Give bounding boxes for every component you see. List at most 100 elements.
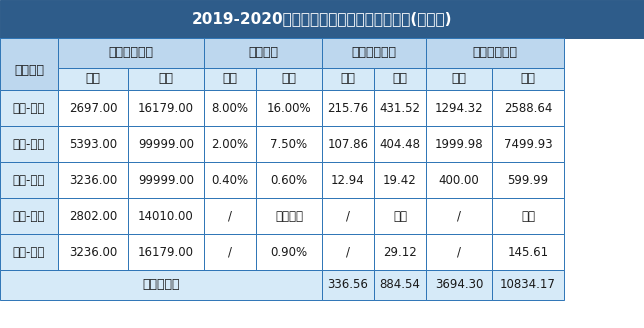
Text: 599.99: 599.99 (507, 174, 549, 187)
Text: 最低缴费金额: 最低缴费金额 (352, 47, 397, 59)
Text: /: / (346, 245, 350, 258)
Bar (322, 162, 374, 198)
Bar (322, 198, 374, 234)
Bar (426, 162, 492, 198)
Bar (322, 90, 374, 126)
Bar (204, 234, 256, 270)
Bar (426, 38, 564, 68)
Bar (128, 126, 204, 162)
Bar (128, 162, 204, 198)
Text: 2697.00: 2697.00 (69, 101, 117, 114)
Text: /: / (457, 245, 461, 258)
Bar (204, 162, 256, 198)
Text: 最高缴费金额: 最高缴费金额 (473, 47, 518, 59)
Text: 99999.00: 99999.00 (138, 174, 194, 187)
Bar (0, 234, 58, 270)
Bar (492, 270, 564, 300)
Text: 0.40%: 0.40% (211, 174, 249, 187)
Bar (204, 38, 322, 68)
Bar (322, 126, 374, 162)
Bar (322, 38, 426, 68)
Text: 总计（元）: 总计（元） (142, 278, 180, 292)
Text: 99999.00: 99999.00 (138, 137, 194, 151)
Bar (426, 234, 492, 270)
Text: 个人: 个人 (341, 72, 355, 86)
Bar (374, 126, 426, 162)
Text: 单位: 单位 (392, 72, 408, 86)
Bar (0, 198, 58, 234)
Text: 五险-工伤: 五险-工伤 (13, 210, 45, 222)
Bar (58, 198, 128, 234)
Text: 431.52: 431.52 (379, 101, 421, 114)
Text: 3236.00: 3236.00 (69, 174, 117, 187)
Bar (128, 68, 204, 90)
Text: 16179.00: 16179.00 (138, 245, 194, 258)
Text: 个人: 个人 (451, 72, 466, 86)
Bar (374, 68, 426, 90)
Text: 107.86: 107.86 (328, 137, 368, 151)
Text: 215.76: 215.76 (327, 101, 368, 114)
Text: 2.00%: 2.00% (211, 137, 249, 151)
Bar (322, 270, 374, 300)
Bar (58, 90, 128, 126)
Bar (0, 126, 58, 162)
Text: 0.60%: 0.60% (270, 174, 308, 187)
Bar (374, 90, 426, 126)
Text: 五险-生育: 五险-生育 (13, 245, 45, 258)
Text: 单位: 单位 (520, 72, 536, 86)
Bar (0, 270, 322, 300)
Text: 8.00%: 8.00% (211, 101, 249, 114)
Text: 29.12: 29.12 (383, 245, 417, 258)
Bar (426, 68, 492, 90)
Text: /: / (228, 245, 232, 258)
Bar (374, 162, 426, 198)
Bar (204, 126, 256, 162)
Text: 个人: 个人 (222, 72, 238, 86)
Text: 1999.98: 1999.98 (435, 137, 483, 151)
Bar (426, 126, 492, 162)
Text: 单位: 单位 (281, 72, 296, 86)
Text: 7.50%: 7.50% (270, 137, 308, 151)
Text: 下限: 下限 (86, 72, 100, 86)
Bar (204, 68, 256, 90)
Bar (492, 68, 564, 90)
Bar (492, 198, 564, 234)
Text: 16179.00: 16179.00 (138, 101, 194, 114)
Text: 行业: 行业 (393, 210, 407, 222)
Text: 五险-医疗: 五险-医疗 (13, 137, 45, 151)
Bar (204, 90, 256, 126)
Bar (58, 126, 128, 162)
Bar (374, 234, 426, 270)
Bar (492, 126, 564, 162)
Text: 缴费比例: 缴费比例 (248, 47, 278, 59)
Bar (256, 68, 322, 90)
Bar (256, 234, 322, 270)
Text: /: / (457, 210, 461, 222)
Text: 12.94: 12.94 (331, 174, 365, 187)
Text: 336.56: 336.56 (328, 278, 368, 292)
Text: /: / (346, 210, 350, 222)
Text: 14010.00: 14010.00 (138, 210, 194, 222)
Bar (128, 90, 204, 126)
Text: 5393.00: 5393.00 (69, 137, 117, 151)
Text: 2019-2020年自贡市单位职工社保缴费标准(沃保制): 2019-2020年自贡市单位职工社保缴费标准(沃保制) (192, 11, 452, 27)
Bar (492, 90, 564, 126)
Text: 3236.00: 3236.00 (69, 245, 117, 258)
Text: 884.54: 884.54 (379, 278, 421, 292)
Bar (426, 270, 492, 300)
Bar (58, 162, 128, 198)
Bar (0, 38, 58, 90)
Text: 404.48: 404.48 (379, 137, 421, 151)
Bar (374, 198, 426, 234)
Text: 16.00%: 16.00% (267, 101, 311, 114)
Bar (426, 198, 492, 234)
Bar (322, 68, 374, 90)
Bar (0, 162, 58, 198)
Text: 上限: 上限 (158, 72, 173, 86)
Text: 1294.32: 1294.32 (435, 101, 483, 114)
Text: 3694.30: 3694.30 (435, 278, 483, 292)
Text: 缴费工资基数: 缴费工资基数 (108, 47, 153, 59)
Bar (322, 234, 374, 270)
Text: 五险-养老: 五险-养老 (13, 101, 45, 114)
Bar (426, 90, 492, 126)
